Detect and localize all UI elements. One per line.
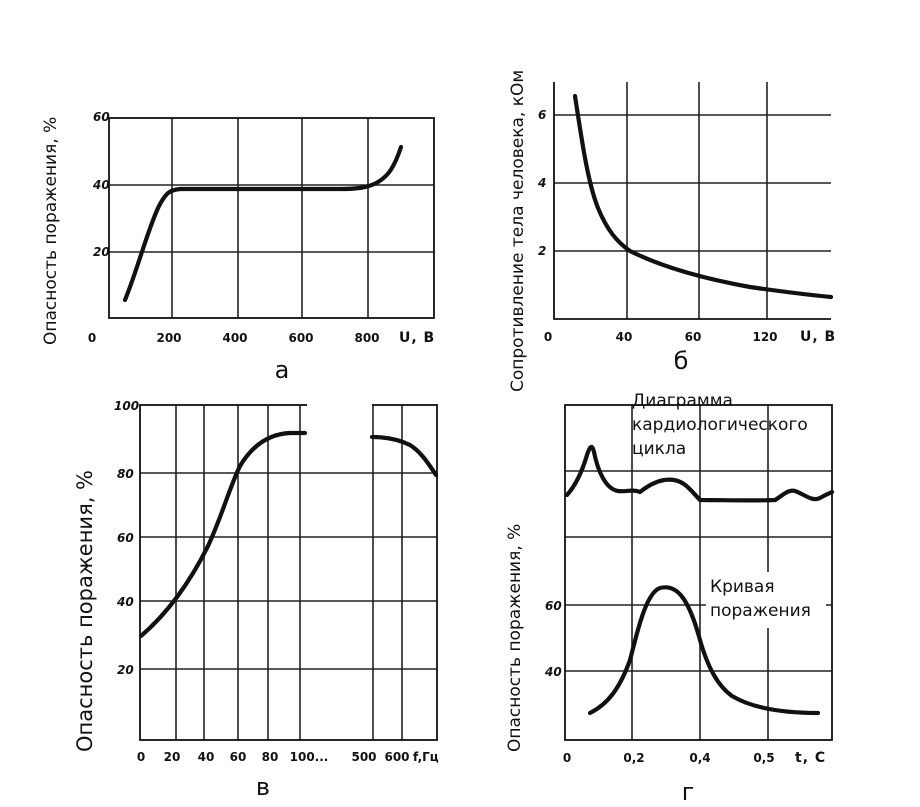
panel-b-ytick-4: 4: [537, 176, 546, 190]
panel-c-xtick-40: 40: [198, 750, 215, 764]
panel-c-xtick-20: 20: [164, 750, 181, 764]
panel-d-ytick-40: 40: [544, 665, 562, 679]
panel-c-letter: в: [256, 773, 270, 801]
damage-label-line1: Кривая поражения: [710, 577, 811, 621]
panel-a-xlabel: U, В: [399, 330, 435, 346]
panel-c-grid: [140, 405, 437, 740]
panel-d-xtick-0-2: 0,2: [623, 751, 644, 765]
panel-c-ytick-100: 100: [114, 399, 139, 413]
panel-b: 6 4 2 0 40 60 120 U, В Сопротивление тел…: [508, 70, 836, 392]
panel-c-ytick-40: 40: [116, 595, 134, 609]
panel-a-xtick-400: 400: [222, 331, 247, 345]
panel-c-xtick-100: 100...: [290, 750, 329, 764]
panel-d-xtick-0-4: 0,4: [689, 751, 710, 765]
panel-c-curve-right: [369, 434, 439, 478]
cardio-label-line1: Диаграмма кардиологического цикла: [632, 391, 808, 459]
panel-b-ylabel: Сопротивление тела человека, кОм: [508, 70, 528, 392]
panel-a-ytick-60: 60: [93, 110, 110, 124]
panel-a-xtick-0: 0: [88, 331, 96, 345]
panel-d-frame: [564, 404, 833, 741]
panel-c-xtick-0: 0: [137, 750, 145, 764]
panel-b-ytick-6: 6: [538, 108, 546, 122]
panel-a-ylabel: Опасность поражения, %: [41, 117, 61, 345]
panel-c-frame: [139, 404, 438, 741]
panel-b-letter: б: [674, 347, 689, 375]
panel-c-xlabel: f,Гц: [413, 750, 439, 764]
panel-d-xtick-0-5: 0,5: [753, 751, 774, 765]
panel-d-cardio-curve: [564, 444, 835, 503]
panel-d-xtick-0: 0: [563, 751, 571, 765]
panel-c-ytick-60: 60: [117, 531, 134, 545]
panel-c-ylabel: Опасность поражения, %: [73, 470, 97, 752]
panel-a-letter: а: [275, 356, 290, 384]
panel-a-ytick-40: 40: [92, 178, 110, 192]
panel-b-xtick-0: 0: [544, 330, 552, 344]
panel-a: 60 40 20 0 200 400 600 800 U, В Опасност…: [41, 110, 435, 384]
panel-c-curve-left: [138, 430, 308, 639]
panel-a-grid: [109, 118, 434, 318]
panel-c-xtick-600: 600: [384, 750, 409, 764]
panel-b-ytick-2: 2: [538, 244, 546, 258]
panel-c-ytick-20: 20: [117, 663, 134, 677]
panel-a-xtick-200: 200: [156, 331, 181, 345]
panel-c-xtick-60: 60: [230, 750, 247, 764]
panel-d-label-background: [706, 572, 826, 628]
panel-a-curve: [122, 144, 404, 303]
panel-b-xtick-40: 40: [616, 330, 633, 344]
panel-a-ytick-20: 20: [93, 245, 110, 259]
panel-c-xtick-500: 500: [351, 750, 376, 764]
panel-d-ylabel: Опасность поражения, %: [505, 524, 525, 752]
panel-d-xlabel: t, С: [795, 750, 826, 766]
panel-b-curve: [572, 93, 834, 300]
panel-d: Диаграмма кардиологического цикла Кривая по…: [505, 391, 835, 806]
panel-a-xtick-600: 600: [288, 331, 313, 345]
panel-b-grid: [554, 82, 831, 319]
panel-c: 100 80 60 40 20 0 20 40 60 80 100... 500…: [73, 398, 439, 801]
panel-a-xtick-800: 800: [354, 331, 379, 345]
panel-b-xtick-60: 60: [685, 330, 702, 344]
panel-d-letter: г: [682, 778, 695, 806]
panel-a-frame: [108, 117, 435, 319]
panel-b-xtick-120: 120: [752, 330, 777, 344]
panel-b-axes: [553, 82, 831, 320]
panel-c-axis-break-gap: [307, 398, 372, 446]
panel-d-damage-curve: [587, 585, 821, 716]
panel-b-xlabel: U, В: [800, 329, 836, 345]
panel-c-ytick-80: 80: [117, 467, 134, 481]
panel-d-ytick-60: 60: [545, 599, 562, 613]
panel-c-xtick-80: 80: [262, 750, 279, 764]
